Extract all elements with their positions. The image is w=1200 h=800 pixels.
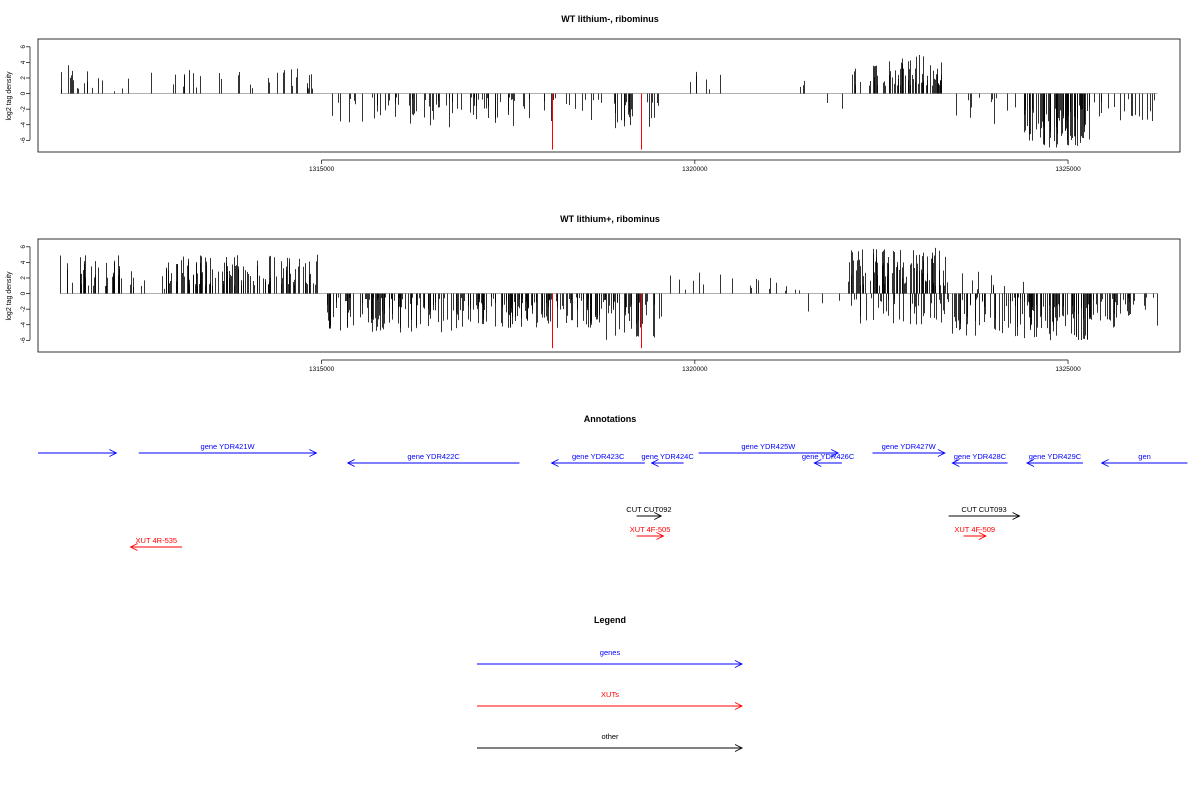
legend-item: genes bbox=[477, 648, 744, 668]
arrow-head bbox=[309, 449, 318, 457]
x-tick-label: 1315000 bbox=[309, 366, 335, 373]
feature-label: XUT 4R-535 bbox=[136, 536, 178, 545]
signal-bars bbox=[60, 247, 1158, 349]
feature-xut: XUT 4F-509 bbox=[954, 525, 995, 540]
axes: 6 4 2 0 -2 -4 -6 1315000 1320000 1325000 bbox=[20, 45, 1081, 173]
arrow-head bbox=[654, 512, 663, 520]
feature-label: XUT 4F-505 bbox=[630, 525, 671, 534]
signal-bars bbox=[60, 54, 1158, 150]
y-tick-label: 4 bbox=[20, 60, 27, 64]
arrow-head bbox=[978, 532, 987, 540]
arrow-head bbox=[550, 459, 559, 467]
y-tick-label: -4 bbox=[20, 321, 27, 327]
feature-gene: gene YDR424C bbox=[641, 452, 694, 467]
feature-xut: XUT 4R-535 bbox=[129, 536, 183, 551]
x-tick-label: 1325000 bbox=[1055, 366, 1081, 373]
y-tick-label: -4 bbox=[20, 121, 27, 127]
x-tick-label: 1315000 bbox=[309, 166, 335, 173]
feature-gene: gene YDR425W bbox=[698, 442, 840, 457]
arrow-head bbox=[734, 702, 744, 710]
legend-label: genes bbox=[600, 648, 621, 657]
arrow-head bbox=[1025, 459, 1035, 467]
x-tick-label: 1320000 bbox=[682, 166, 708, 173]
legend-label: other bbox=[601, 732, 619, 741]
track-panel-lithium-minus: WT lithium-, ribominus log2 tag density … bbox=[6, 14, 1181, 173]
arrow-head bbox=[1012, 512, 1021, 520]
feature-label: gene YDR426C bbox=[802, 452, 855, 461]
feature-label: CUT CUT092 bbox=[626, 505, 671, 514]
feature-gene: gene YDR428C bbox=[951, 452, 1008, 467]
x-tick-label: 1325000 bbox=[1055, 166, 1081, 173]
feature-gene: gene YDR421W bbox=[138, 442, 318, 457]
legend-title: Legend bbox=[594, 615, 626, 625]
feature-label: gene YDR424C bbox=[641, 452, 694, 461]
arrow-head bbox=[813, 459, 822, 467]
legend: Legend genes XUTs other bbox=[477, 615, 744, 752]
panel-title: WT lithium+, ribominus bbox=[560, 214, 660, 224]
track-panel-lithium-plus: WT lithium+, ribominus log2 tag density … bbox=[6, 214, 1181, 373]
y-tick-label: 0 bbox=[20, 91, 27, 95]
feature-label: gen bbox=[1138, 452, 1151, 461]
feature-label: gene YDR425W bbox=[741, 442, 796, 451]
legend-item: other bbox=[477, 732, 744, 752]
arrow-head bbox=[129, 543, 138, 551]
feature-label: gene YDR422C bbox=[407, 452, 460, 461]
feature-gene bbox=[38, 449, 118, 457]
feature-other: CUT CUT092 bbox=[626, 505, 672, 520]
feature-label: XUT 4F-509 bbox=[954, 525, 995, 534]
feature-gene: gene YDR429C bbox=[1025, 452, 1083, 467]
annotations-title: Annotations bbox=[584, 414, 637, 424]
feature-gene: gen bbox=[1100, 452, 1188, 467]
y-tick-label: -2 bbox=[20, 306, 27, 312]
y-tick-label: 2 bbox=[20, 76, 27, 80]
legend-label: XUTs bbox=[601, 690, 619, 699]
arrow-head bbox=[937, 449, 946, 457]
feature-label: gene YDR429C bbox=[1029, 452, 1082, 461]
feature-label: gene YDR423C bbox=[572, 452, 625, 461]
feature-xut: XUT 4F-505 bbox=[630, 525, 671, 540]
arrow-head bbox=[1100, 459, 1109, 467]
arrow-head bbox=[734, 744, 744, 752]
y-tick-label: 4 bbox=[20, 260, 27, 264]
y-tick-label: 2 bbox=[20, 276, 27, 280]
feature-arrows: gene YDR421W gene YDR422C gene YDR423C gene… bbox=[38, 442, 1188, 551]
arrow-head bbox=[830, 449, 840, 457]
legend-item: XUTs bbox=[477, 690, 744, 710]
arrow-head bbox=[346, 459, 355, 467]
panel-title: WT lithium-, ribominus bbox=[561, 14, 659, 24]
y-tick-label: 6 bbox=[20, 245, 27, 249]
feature-label: gene YDR421W bbox=[201, 442, 256, 451]
arrow-head bbox=[656, 532, 665, 540]
feature-other: CUT CUT093 bbox=[948, 505, 1021, 520]
feature-gene: gene YDR422C bbox=[346, 452, 520, 467]
y-tick-label: -6 bbox=[20, 137, 27, 143]
y-axis-label: log2 tag density bbox=[6, 71, 13, 121]
y-tick-label: -2 bbox=[20, 106, 27, 112]
feature-label: gene YDR428C bbox=[954, 452, 1007, 461]
y-tick-label: -6 bbox=[20, 337, 27, 343]
arrow-head bbox=[109, 449, 118, 457]
plot-frame bbox=[37, 38, 1181, 153]
legend-items: genes XUTs other bbox=[477, 648, 744, 752]
arrow-head bbox=[650, 459, 659, 467]
feature-label: gene YDR427W bbox=[882, 442, 937, 451]
feature-gene: gene YDR426C bbox=[802, 452, 855, 467]
plot-frame bbox=[37, 238, 1181, 353]
y-tick-label: 6 bbox=[20, 45, 27, 49]
feature-label: CUT CUT093 bbox=[961, 505, 1006, 514]
arrow-head bbox=[951, 459, 960, 467]
feature-gene: gene YDR423C bbox=[550, 452, 645, 467]
x-tick-label: 1320000 bbox=[682, 366, 708, 373]
axes: 6 4 2 0 -2 -4 -6 1315000 1320000 1325000 bbox=[20, 245, 1081, 373]
y-tick-label: 0 bbox=[20, 291, 27, 295]
arrow-head bbox=[734, 660, 744, 668]
feature-gene: gene YDR427W bbox=[872, 442, 946, 457]
y-axis-label: log2 tag density bbox=[6, 271, 13, 321]
